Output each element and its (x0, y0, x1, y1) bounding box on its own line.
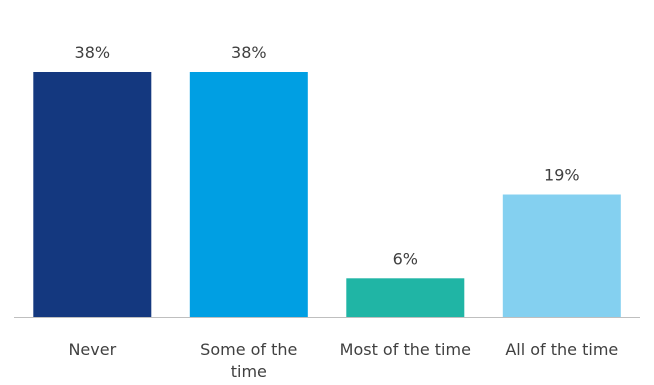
bar-most-of-the-time (346, 278, 465, 317)
category-label: Never (68, 340, 116, 359)
data-label: 38% (75, 43, 111, 62)
data-labels-group: 38% 38% 6% 19% (75, 43, 580, 268)
category-label: All of the time (505, 340, 618, 359)
category-label-line: Some of the (200, 340, 297, 359)
category-label-line: All of the time (505, 340, 618, 359)
bar-all-of-the-time (502, 194, 621, 317)
category-label-line: Most of the time (340, 340, 471, 359)
category-label-line: Never (68, 340, 116, 359)
category-label: Some of the time (200, 340, 297, 381)
data-label: 38% (231, 43, 267, 62)
data-label: 19% (544, 166, 580, 185)
data-label: 6% (393, 249, 418, 268)
bar-some-of-the-time (189, 72, 308, 317)
bar-never (33, 72, 152, 317)
category-label: Most of the time (340, 340, 471, 359)
category-label-line: time (231, 362, 267, 381)
category-labels-group: Never Some of the time Most of the time All … (68, 340, 618, 381)
bars-group (33, 72, 621, 317)
